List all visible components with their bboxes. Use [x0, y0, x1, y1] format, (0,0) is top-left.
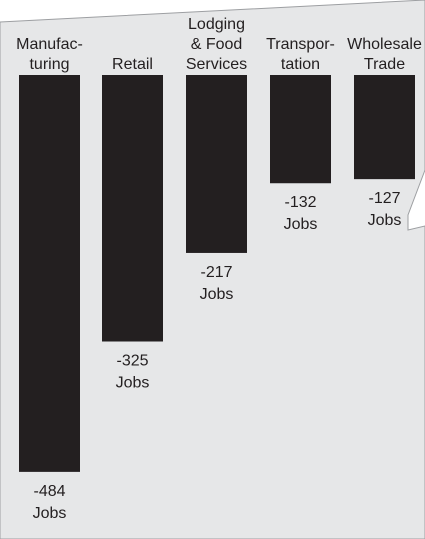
category-label-2-line-1: & Food	[191, 36, 243, 53]
category-label-0-line-1: turing	[29, 56, 69, 73]
bars-layer	[19, 75, 415, 472]
category-label-4-line-1: Trade	[364, 56, 405, 73]
category-label-3-line-0: Transpor-	[266, 36, 335, 53]
unit-label-3: Jobs	[284, 216, 318, 233]
bar-3	[270, 75, 331, 184]
value-label-0: -484	[33, 483, 65, 500]
unit-label-0: Jobs	[33, 505, 67, 522]
category-label-3-line-1: tation	[281, 56, 320, 73]
bar-4	[354, 75, 415, 180]
category-label-2-line-2: Services	[186, 56, 247, 73]
unit-label-4: Jobs	[368, 212, 402, 229]
bar-2	[186, 75, 247, 253]
value-label-3: -132	[284, 194, 316, 211]
labels-layer: Manufac-turing -484 Jobs Retail -325 Jobs Lodg…	[16, 16, 422, 522]
value-label-2: -217	[200, 264, 232, 281]
category-label-1-line-0: Retail	[112, 56, 153, 73]
unit-label-2: Jobs	[200, 286, 234, 303]
bar-1	[102, 75, 163, 342]
category-label-2-line-0: Lodging	[188, 16, 245, 33]
unit-label-1: Jobs	[116, 375, 150, 392]
value-label-4: -127	[368, 190, 400, 207]
bar-0	[19, 75, 80, 472]
value-label-1: -325	[116, 353, 148, 370]
category-label-4-line-0: Wholesale	[347, 36, 422, 53]
category-label-0-line-0: Manufac-	[16, 36, 83, 53]
